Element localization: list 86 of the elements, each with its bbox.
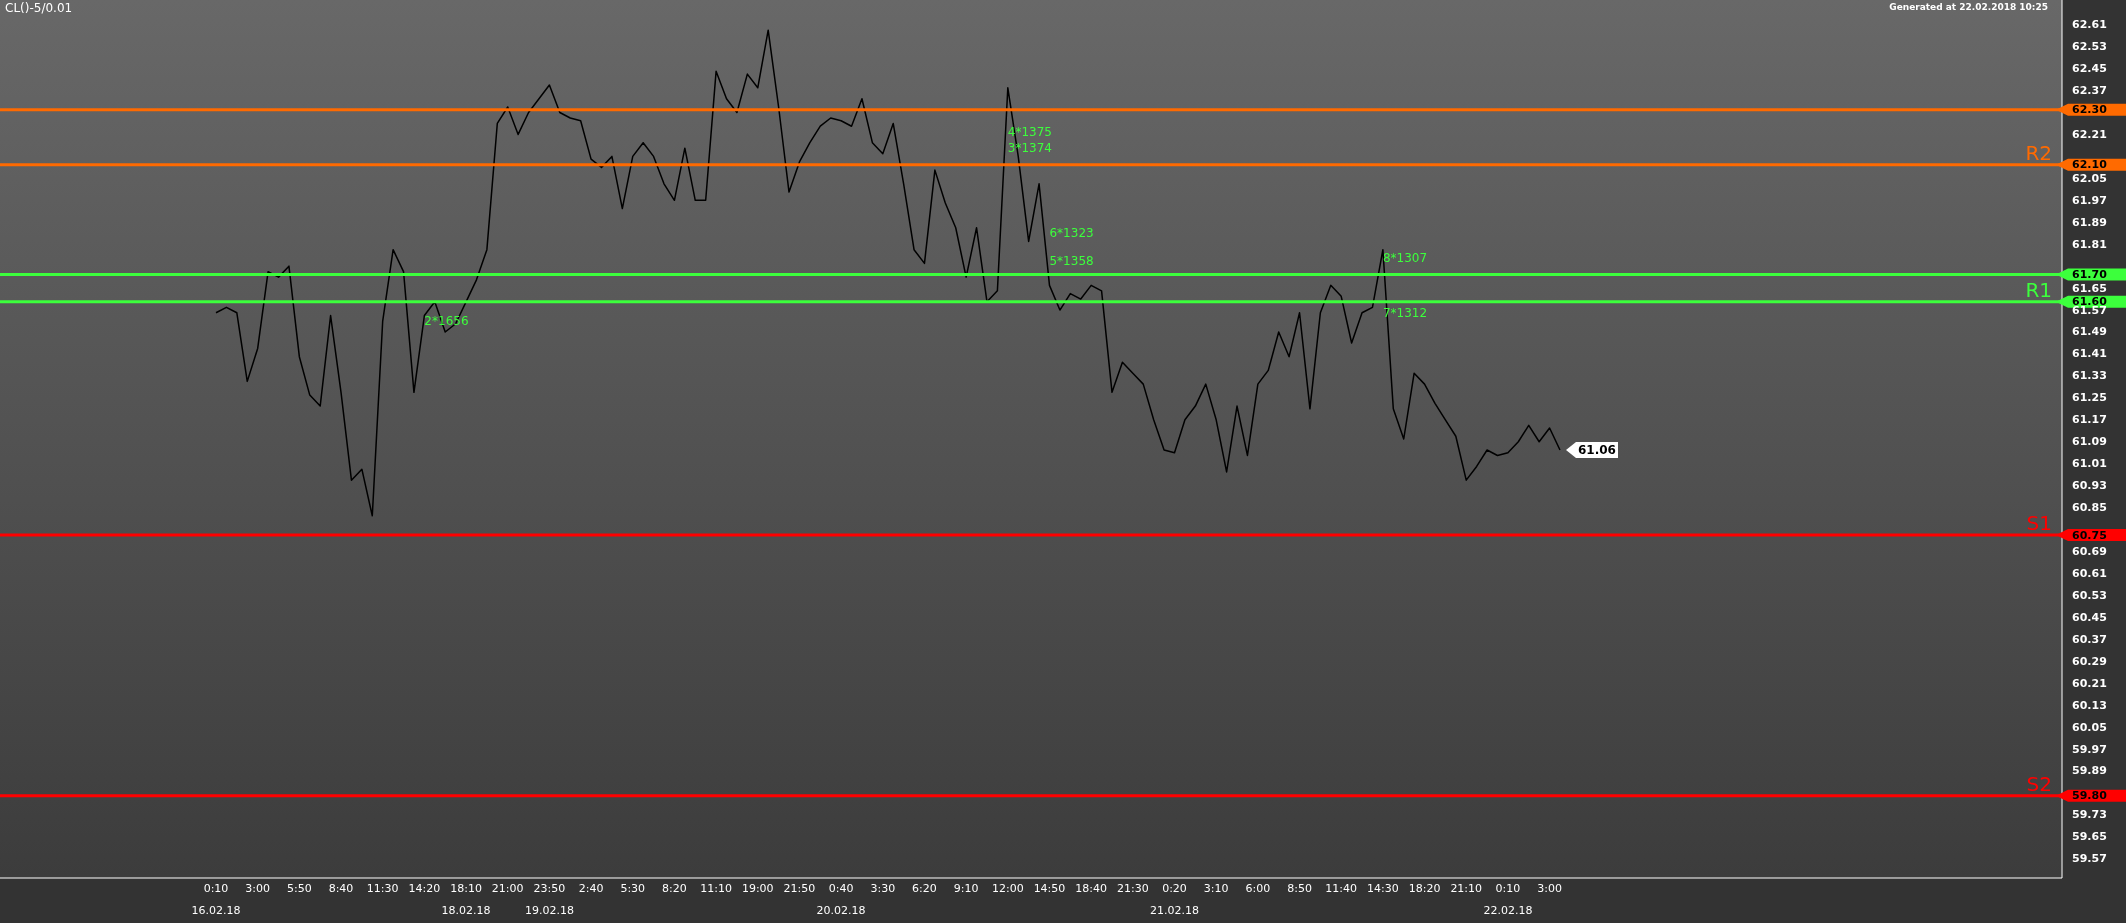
x-tick-label: 21:50 — [783, 882, 816, 896]
y-tick-label: 59.57 — [2072, 852, 2107, 866]
y-tick-label: 60.85 — [2072, 501, 2107, 515]
y-tick-label: 59.73 — [2072, 808, 2107, 822]
annotation: 2*1656 — [424, 314, 469, 329]
y-tick-label: 61.01 — [2072, 457, 2107, 471]
annotation: 8*1307 — [1382, 250, 1428, 265]
x-tick-label: 3:10 — [1203, 882, 1229, 896]
x-tick-label: 14:20 — [408, 882, 441, 896]
x-tick-label: 5:50 — [287, 882, 312, 896]
y-tick-label: 60.37 — [2072, 632, 2107, 646]
x-tick-label: 0:10 16.02.18 — [191, 882, 241, 918]
y-tick-label: 60.93 — [2072, 479, 2107, 493]
y-tick-label: 61.89 — [2072, 215, 2107, 229]
x-tick-label: 11:40 — [1325, 882, 1358, 896]
ref-line-label: S1 — [2026, 511, 2052, 536]
ref-line-label: R2 — [2025, 140, 2052, 165]
y-tick-label: 61.49 — [2072, 325, 2107, 339]
y-tick-label: 60.05 — [2072, 720, 2107, 734]
x-tick-label: 21:30 — [1116, 882, 1149, 896]
annotation: 4*1375 — [1007, 124, 1052, 139]
x-tick-label: 14:50 — [1033, 882, 1066, 896]
y-tick-label: 62.45 — [2072, 62, 2107, 76]
x-tick-label: 18:20 — [1408, 882, 1441, 896]
annotation: 5*1358 — [1049, 253, 1094, 268]
y-tick-label: 61.65 — [2072, 281, 2107, 295]
annotation: 7*1312 — [1382, 305, 1428, 320]
y-tick-label: 60.75 — [2072, 528, 2107, 542]
x-tick-label: 21:00 — [491, 882, 524, 896]
line-series — [215, 29, 1561, 517]
y-tick-label: 60.21 — [2072, 676, 2107, 690]
x-tick-label: 8:20 — [662, 882, 687, 896]
x-tick-label: 3:00 — [1537, 882, 1562, 896]
x-tick-label: 18:40 — [1075, 882, 1108, 896]
y-tick-label: 61.97 — [2072, 193, 2107, 207]
x-tick-label: 0:20 21.02.18 — [1150, 882, 1200, 918]
x-tick-label: 21:10 — [1450, 882, 1483, 896]
y-tick-label: 59.80 — [2072, 789, 2108, 803]
x-tick-label: 2:40 — [578, 882, 604, 896]
y-tick-label: 59.89 — [2072, 764, 2107, 778]
y-tick-label: 62.10 — [2072, 158, 2108, 172]
x-tick-label: 23:50 19.02.18 — [524, 882, 574, 918]
y-tick-label: 60.61 — [2072, 566, 2107, 580]
x-tick-label: 0:40 20.02.18 — [816, 882, 866, 918]
y-tick-label: 61.33 — [2072, 369, 2107, 383]
y-tick-label: 60.13 — [2072, 698, 2107, 712]
x-tick-label: 6:00 — [1245, 882, 1271, 896]
x-tick-label: 19:00 — [741, 882, 774, 896]
y-tick-label: 62.61 — [2072, 18, 2107, 32]
x-tick-label: 11:10 — [700, 882, 732, 896]
x-tick-label: 11:30 — [366, 882, 399, 896]
ref-line-label: R1 — [2025, 277, 2052, 302]
y-tick-label: 60.45 — [2072, 610, 2107, 624]
x-tick-label: 3:30 — [870, 882, 896, 896]
y-tick-label: 62.53 — [2072, 40, 2107, 54]
x-tick-label: 18:10 18.02.18 — [441, 882, 491, 918]
y-tick-label: 62.21 — [2072, 127, 2107, 141]
annotation: 3*1374 — [1007, 141, 1052, 156]
y-tick-label: 62.05 — [2072, 171, 2107, 185]
x-tick-label: 12:00 — [991, 882, 1024, 896]
x-tick-label: 5:30 — [620, 882, 646, 896]
y-tick-label: 59.65 — [2072, 830, 2107, 844]
x-tick-label: 3:00 — [245, 882, 271, 896]
y-tick-label: 59.97 — [2072, 742, 2107, 756]
y-tick-label: 61.70 — [2072, 267, 2108, 281]
x-tick-label: 0:10 22.02.18 — [1483, 882, 1533, 918]
y-tick-label: 61.25 — [2072, 391, 2107, 405]
y-tick-label: 61.41 — [2072, 347, 2107, 361]
y-tick-label: 62.30 — [2072, 103, 2108, 117]
y-tick-label: 60.53 — [2072, 588, 2107, 602]
ref-line-label: S2 — [2026, 771, 2052, 796]
x-tick-label: 14:30 — [1367, 882, 1399, 896]
data-label: 61.06 — [1578, 442, 1616, 457]
x-tick-label: 6:20 — [912, 882, 937, 896]
text: CL()-5/0.01 — [5, 1, 73, 15]
x-tick-label: 8:40 — [328, 882, 354, 896]
x-tick-label: 9:10 — [953, 882, 979, 896]
text: Generated at 22.02.2018 10:25 — [1889, 2, 2048, 12]
y-tick-label: 61.81 — [2072, 237, 2107, 251]
y-tick-label: 61.17 — [2072, 413, 2107, 427]
y-tick-label: 60.69 — [2072, 544, 2107, 558]
y-tick-label: 62.37 — [2072, 84, 2107, 98]
y-tick-label: 60.29 — [2072, 654, 2107, 668]
x-tick-label: 8:50 — [1287, 882, 1312, 896]
y-tick-label: 61.09 — [2072, 435, 2107, 449]
annotation: 6*1323 — [1049, 226, 1094, 241]
